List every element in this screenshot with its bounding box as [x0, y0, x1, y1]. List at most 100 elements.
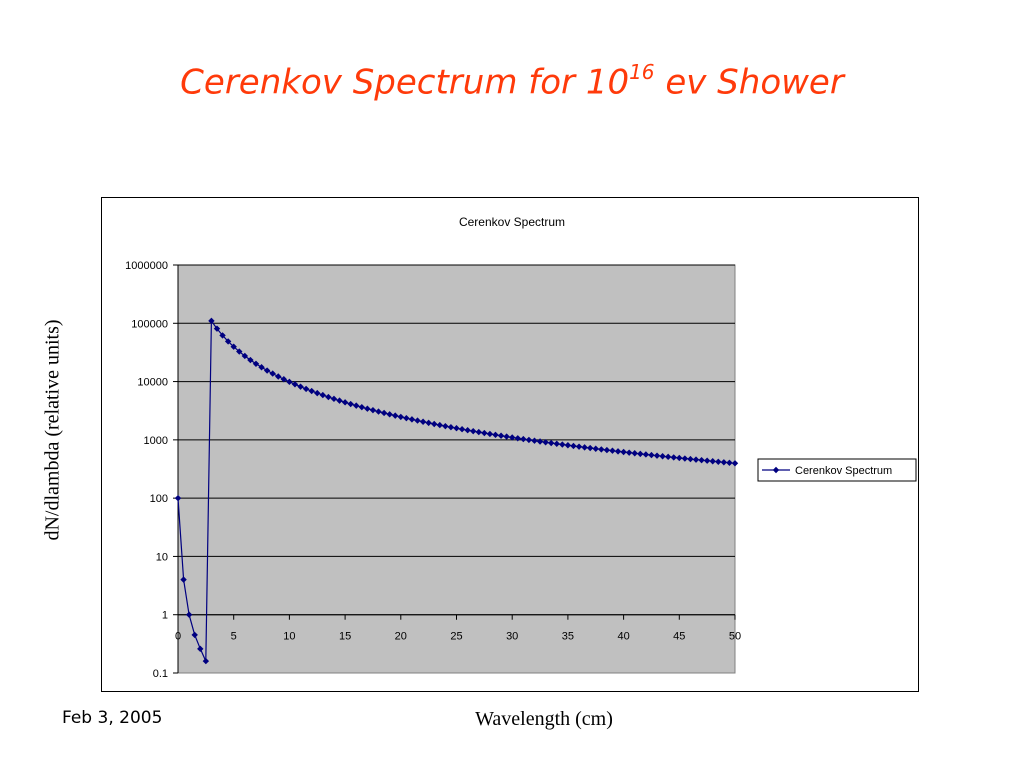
x-tick-label: 45 — [673, 631, 685, 643]
series-point — [564, 442, 572, 449]
series-point — [269, 370, 276, 377]
series-point — [314, 389, 321, 397]
series-point — [625, 449, 633, 456]
series-point — [308, 387, 315, 395]
series-point — [586, 444, 594, 452]
series-point — [236, 348, 243, 355]
series-point — [581, 444, 588, 451]
series-point — [553, 440, 560, 447]
y-axis-title: dN/dlambda (relative units) — [41, 319, 64, 541]
series-point — [653, 452, 661, 459]
series-point — [481, 429, 488, 437]
series-point — [375, 408, 382, 415]
series-point — [358, 403, 366, 411]
x-tick-label: 10 — [283, 631, 295, 643]
series-point — [642, 451, 650, 458]
series-point — [542, 439, 549, 446]
title-superscript: 16 — [629, 60, 655, 84]
series-point — [692, 456, 700, 463]
series-point — [509, 434, 516, 441]
series-point — [252, 360, 260, 367]
series-point — [408, 416, 416, 423]
x-tick-label: 50 — [729, 631, 741, 643]
series-point — [715, 458, 722, 465]
series-point — [219, 332, 226, 339]
series-point — [664, 453, 672, 461]
series-point — [698, 456, 705, 464]
series-point — [414, 417, 421, 424]
y-tick-label: 100000 — [131, 318, 168, 330]
series-point — [185, 611, 193, 618]
series-point — [676, 454, 683, 462]
y-tick-label: 10000 — [137, 377, 168, 389]
series-point — [302, 385, 310, 393]
series-point — [330, 395, 338, 403]
series-point — [380, 409, 388, 417]
y-tick-label: 1000000 — [125, 260, 168, 272]
x-tick-label: 35 — [562, 631, 574, 643]
series-point — [687, 455, 694, 463]
series-point — [397, 413, 404, 421]
series-point — [547, 439, 555, 447]
series-point — [280, 376, 288, 383]
series-point — [720, 459, 728, 466]
series-point — [709, 458, 716, 465]
series-point — [241, 352, 249, 360]
series-point — [670, 454, 677, 461]
chart-title: Cerenkov Spectrum — [459, 215, 565, 229]
x-tick-label: 15 — [339, 631, 351, 643]
x-tick-label: 0 — [175, 631, 181, 643]
slide-title: Cerenkov Spectrum for 1016 ev Shower — [0, 60, 1024, 103]
series-point — [419, 418, 427, 425]
series-point — [230, 343, 237, 350]
series-point — [364, 405, 371, 412]
series-point — [497, 432, 505, 439]
series-point — [208, 317, 215, 325]
plot-area — [177, 264, 736, 674]
series-point — [637, 450, 644, 458]
x-tick-label: 5 — [231, 631, 237, 643]
series-point — [592, 445, 599, 452]
series-point — [609, 447, 616, 454]
series-point — [559, 441, 566, 448]
series-point — [503, 433, 510, 440]
series-point — [431, 420, 438, 428]
y-tick-label: 1000 — [144, 435, 168, 447]
series-point — [191, 631, 198, 639]
series-point — [486, 430, 494, 438]
series-point — [275, 373, 282, 380]
x-tick-label: 20 — [395, 631, 407, 643]
legend-marker — [772, 466, 780, 474]
series-point — [336, 397, 343, 404]
y-tick-label: 0.1 — [153, 668, 168, 680]
series-point — [202, 657, 210, 665]
series-point — [703, 457, 711, 464]
series-point — [297, 383, 304, 390]
series-point — [425, 419, 432, 427]
legend-label: Cerenkov Spectrum — [795, 465, 892, 477]
series-point — [247, 356, 254, 364]
y-tick-label: 100 — [150, 493, 168, 505]
title-main: Cerenkov Spectrum for 10 — [180, 62, 630, 103]
series-point — [659, 453, 666, 460]
series-point — [392, 412, 399, 419]
x-tick-label: 30 — [506, 631, 518, 643]
series-point — [258, 364, 265, 371]
series-point — [458, 426, 466, 433]
series-point — [731, 460, 739, 467]
series-point — [631, 450, 638, 457]
series-point — [224, 338, 232, 345]
series-point — [514, 435, 521, 442]
series-point — [174, 494, 182, 502]
series-point — [353, 402, 360, 409]
y-tick-label: 1 — [162, 610, 168, 622]
series-point — [475, 428, 482, 436]
series-point — [464, 426, 471, 434]
series-point — [369, 406, 377, 414]
x-tick-label: 40 — [617, 631, 629, 643]
x-tick-label: 25 — [450, 631, 462, 643]
series-point — [263, 367, 271, 374]
series-point — [620, 448, 627, 456]
series-point — [570, 442, 577, 450]
